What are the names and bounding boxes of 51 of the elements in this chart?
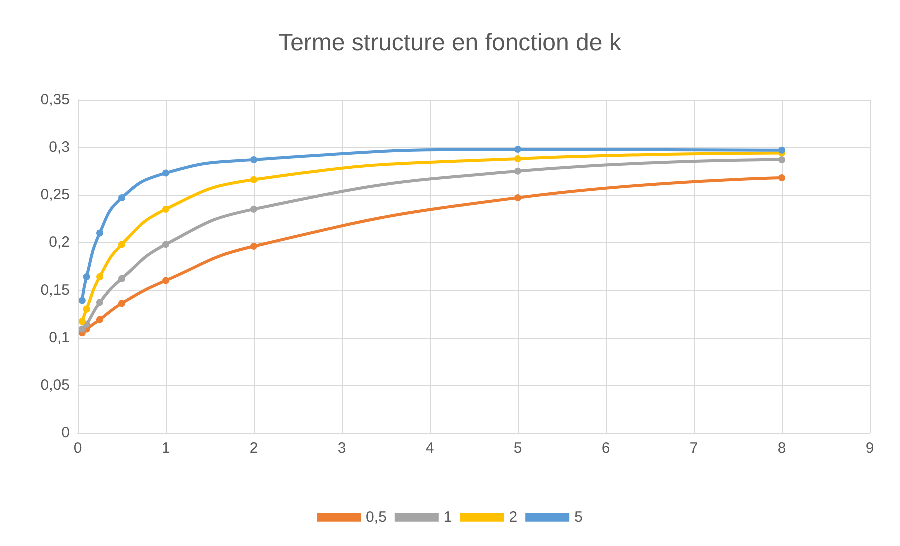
point — [162, 170, 170, 177]
point — [96, 316, 104, 324]
point — [514, 146, 522, 153]
point — [96, 273, 104, 280]
x-tick-label: 4 — [426, 440, 434, 457]
point — [118, 241, 126, 248]
point — [250, 243, 258, 250]
y-tick-label: 0,3 — [49, 139, 70, 156]
point — [83, 306, 90, 313]
y-tick-label: 0,1 — [49, 329, 70, 346]
y-tick-label: 0,35 — [40, 92, 70, 108]
x-tick-label: 3 — [338, 440, 346, 457]
legend-label: 0,5 — [366, 509, 387, 526]
y-tick-label: 0,05 — [40, 376, 70, 394]
x-tick-label: 9 — [866, 440, 874, 457]
point — [514, 168, 522, 175]
point — [250, 156, 258, 164]
point — [162, 241, 170, 248]
point — [118, 194, 126, 202]
point — [96, 299, 104, 306]
point — [514, 194, 522, 202]
point — [514, 155, 522, 162]
point — [250, 176, 258, 184]
point — [250, 206, 258, 213]
point — [162, 277, 170, 284]
y-tick-label: 0,2 — [49, 234, 70, 252]
x-tick-label: 1 — [162, 440, 170, 457]
y-tick-label: 0 — [62, 424, 70, 442]
x-tick-label: 0 — [74, 440, 82, 457]
x-tick-label: 7 — [690, 440, 698, 457]
point — [78, 297, 86, 304]
point — [162, 206, 170, 213]
point — [96, 230, 104, 237]
point — [78, 318, 86, 326]
point — [118, 300, 126, 308]
y-tick-label: 0,15 — [40, 282, 70, 299]
point — [78, 326, 86, 333]
y-tick-label: 0,25 — [40, 186, 70, 204]
x-tick-label: 5 — [514, 440, 522, 457]
point — [118, 275, 126, 282]
point — [778, 174, 786, 182]
x-tick-label: 2 — [250, 440, 258, 457]
legend-label: 5 — [574, 509, 583, 526]
chart-title: Terme structure en fonction de k — [278, 30, 622, 56]
point — [778, 156, 786, 164]
legend-label: 2 — [509, 509, 518, 526]
point — [778, 146, 786, 154]
x-tick-label: 8 — [778, 440, 786, 457]
point — [83, 273, 90, 280]
x-tick-label: 6 — [602, 440, 610, 457]
legend-label: 1 — [444, 509, 452, 526]
